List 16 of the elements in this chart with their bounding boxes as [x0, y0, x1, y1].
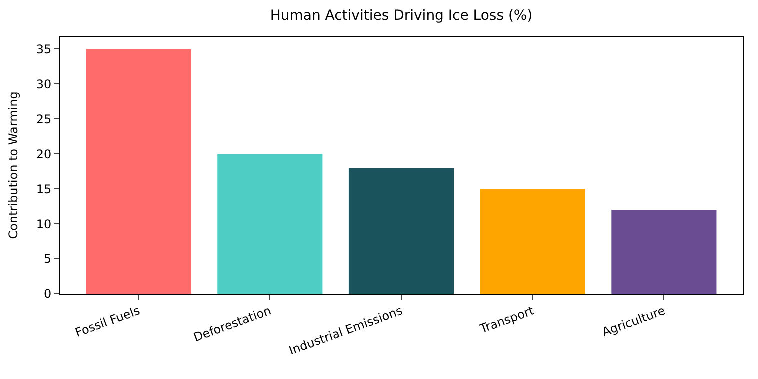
chart-title: Human Activities Driving Ice Loss (%) [270, 8, 533, 24]
y-tick-label: 25 [36, 112, 52, 126]
bar [86, 49, 192, 294]
y-tick-label: 15 [36, 182, 52, 196]
bar [612, 210, 717, 294]
x-tick-label: Fossil Fuels [74, 304, 142, 340]
y-tick-label: 30 [36, 77, 52, 92]
y-tick-label: 5 [44, 252, 52, 266]
bar [218, 154, 323, 294]
bar [348, 168, 454, 294]
y-axis-title: Contribution to Warming [6, 92, 21, 240]
y-tick-label: 35 [36, 42, 52, 56]
y-tick-label: 10 [36, 217, 52, 232]
y-tick-label: 0 [44, 287, 52, 302]
y-tick-label: 20 [36, 147, 52, 162]
bar [480, 189, 586, 294]
